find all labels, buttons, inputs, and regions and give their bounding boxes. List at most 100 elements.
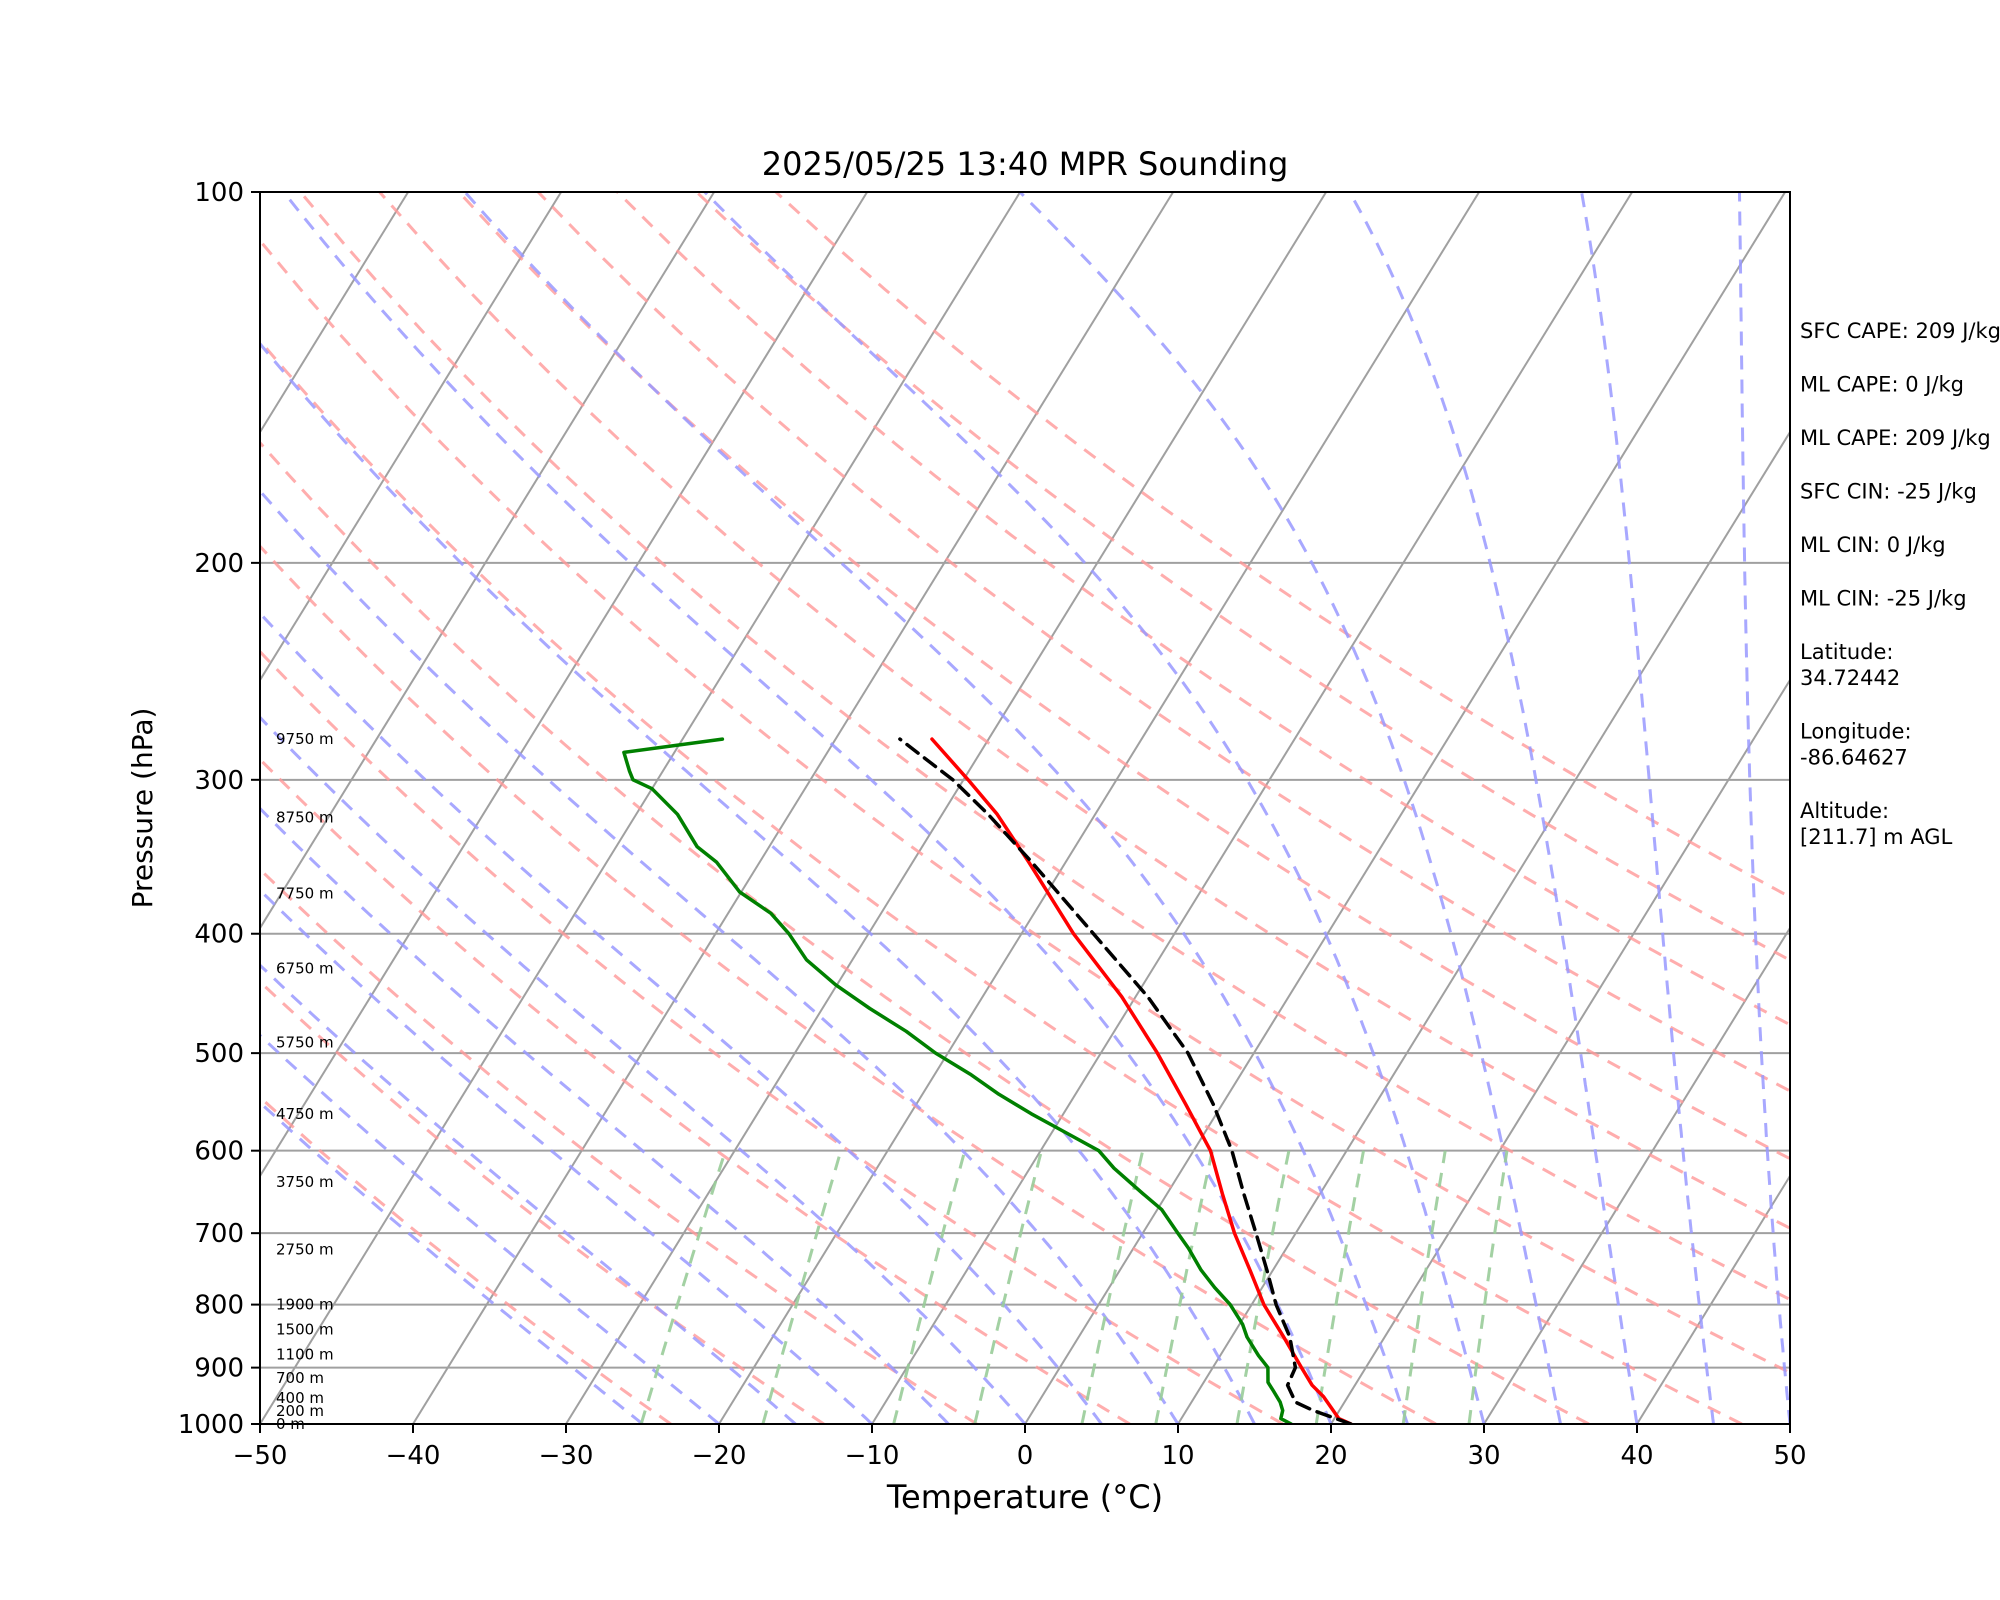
moist-adiabat-line <box>260 888 874 1424</box>
y-tick-label: 900 <box>194 1354 244 1384</box>
profile-series-0 <box>930 737 1353 1424</box>
moist-adiabat-line <box>463 192 1409 1424</box>
dry-adiabat-line <box>774 192 1790 899</box>
x-tick-label: −20 <box>692 1441 747 1471</box>
dry-adiabat-line <box>260 1095 672 1424</box>
x-tick-label: −10 <box>845 1441 900 1471</box>
moist-adiabat-line <box>260 488 1180 1424</box>
dry-adiabat-line <box>260 649 1284 1424</box>
reference-lines <box>260 192 1790 1424</box>
height-label: 8750 m <box>276 809 334 827</box>
x-tick-label: −40 <box>386 1441 441 1471</box>
mixing-ratio-line <box>973 1150 1043 1424</box>
height-label: 7750 m <box>276 884 334 902</box>
y-axis-label: Pressure (hPa) <box>126 708 159 909</box>
isotherm-line <box>260 192 562 682</box>
moist-adiabat-line <box>260 715 1027 1424</box>
stats-line: [211.7] m AGL <box>1800 825 1953 849</box>
mixing-ratio-line <box>1154 1150 1214 1424</box>
dry-adiabat-line <box>260 238 1790 1375</box>
mixing-ratio-line <box>1080 1150 1145 1424</box>
x-tick-label: 20 <box>1314 1441 1347 1471</box>
mixing-ratio-line <box>1467 1150 1509 1424</box>
height-label: 2750 m <box>276 1241 334 1259</box>
stats-line: 34.72442 <box>1800 666 1900 690</box>
moist-adiabat-line <box>260 341 1256 1424</box>
y-tick-label: 500 <box>194 1039 244 1069</box>
isotherm-line <box>1024 192 1786 1424</box>
moist-adiabat-line <box>260 611 1103 1424</box>
dry-adiabat-line <box>378 192 1790 1230</box>
moist-adiabat-line <box>1348 192 1639 1424</box>
x-tick-label: −30 <box>539 1441 594 1471</box>
stats-panel: SFC CAPE: 209 J/kg ML CAPE: 0 J/kg ML CAPE… <box>1800 319 2000 849</box>
height-label: 6750 m <box>276 960 334 978</box>
height-label: 9750 m <box>276 730 334 748</box>
stats-line: Longitude: <box>1800 720 1912 744</box>
x-tick-label: 30 <box>1467 1441 1500 1471</box>
mixing-ratio-line <box>892 1150 967 1424</box>
height-label: 3750 m <box>276 1173 334 1191</box>
stats-line: ML CIN: 0 J/kg <box>1800 533 1946 557</box>
mixing-ratio-line <box>761 1150 843 1424</box>
height-label: 1100 m <box>276 1345 334 1363</box>
height-label: 5750 m <box>276 1033 334 1051</box>
x-axis-label: Temperature (°C) <box>886 1478 1163 1516</box>
profile-series-1 <box>898 737 1353 1424</box>
isotherm-line <box>718 192 1480 1424</box>
y-tick-label: 700 <box>194 1219 244 1249</box>
isotherm-line <box>260 192 409 435</box>
height-label: 200 m <box>276 1402 324 1420</box>
mixing-ratio-line <box>639 1150 727 1424</box>
x-tick-label: −50 <box>233 1441 288 1471</box>
mixing-ratio-line <box>1235 1150 1291 1424</box>
dry-adiabat-line <box>457 192 1790 1161</box>
height-label: 1900 m <box>276 1296 334 1314</box>
height-label: 1500 m <box>276 1320 334 1338</box>
isotherm-line <box>1330 678 1790 1424</box>
moist-adiabat-line <box>1580 192 1715 1424</box>
isotherm-line <box>1177 430 1790 1424</box>
x-axis: −50 −40 −30 −20 −10 0 10 20 30 40 50 <box>233 1424 1807 1471</box>
y-tick-label: 300 <box>194 766 244 796</box>
y-tick-label: 800 <box>194 1291 244 1321</box>
height-label: 400 m <box>276 1389 324 1407</box>
stats-line: SFC CAPE: 209 J/kg <box>1800 319 2000 343</box>
stats-line: SFC CIN: -25 J/kg <box>1800 480 1977 504</box>
isotherm-line <box>1483 926 1790 1424</box>
isotherm-line <box>260 192 868 1178</box>
isotherm-line <box>871 192 1633 1424</box>
moist-adiabat-line <box>703 192 1486 1424</box>
isotherm-line <box>412 192 1174 1424</box>
stats-line: -86.64627 <box>1800 746 1908 770</box>
stats-line: ML CAPE: 209 J/kg <box>1800 426 1991 450</box>
y-tick-label: 200 <box>194 549 244 579</box>
isotherm-line <box>1636 1174 1790 1424</box>
isotherm-line <box>260 192 715 930</box>
stats-line: Latitude: <box>1800 640 1894 664</box>
profile-lines <box>622 737 1353 1424</box>
x-tick-label: 0 <box>1017 1441 1034 1471</box>
stats-line: ML CIN: -25 J/kg <box>1800 587 1967 611</box>
mixing-ratio-line <box>1314 1150 1365 1424</box>
x-tick-label: 40 <box>1620 1441 1653 1471</box>
profile-series-2 <box>622 737 1293 1424</box>
y-tick-label: 1000 <box>178 1410 244 1440</box>
moist-adiabat-line <box>282 192 1333 1424</box>
y-tick-label: 400 <box>194 920 244 950</box>
height-label: 700 m <box>276 1369 324 1387</box>
mixing-ratio-line <box>1401 1150 1447 1424</box>
stats-line: ML CAPE: 0 J/kg <box>1800 373 1964 397</box>
moist-adiabat-line <box>260 806 950 1424</box>
x-tick-label: 50 <box>1773 1441 1806 1471</box>
y-tick-label: 600 <box>194 1137 244 1167</box>
moist-adiabat-line <box>1738 192 1790 1424</box>
y-axis: 100 200 300 400 500 600 700 800 900 1000 <box>178 178 260 1440</box>
stats-line: Altitude: <box>1800 799 1889 823</box>
dry-adiabat-line <box>260 979 825 1424</box>
dry-adiabat-line <box>260 867 978 1424</box>
height-label: 0 m <box>276 1415 305 1433</box>
